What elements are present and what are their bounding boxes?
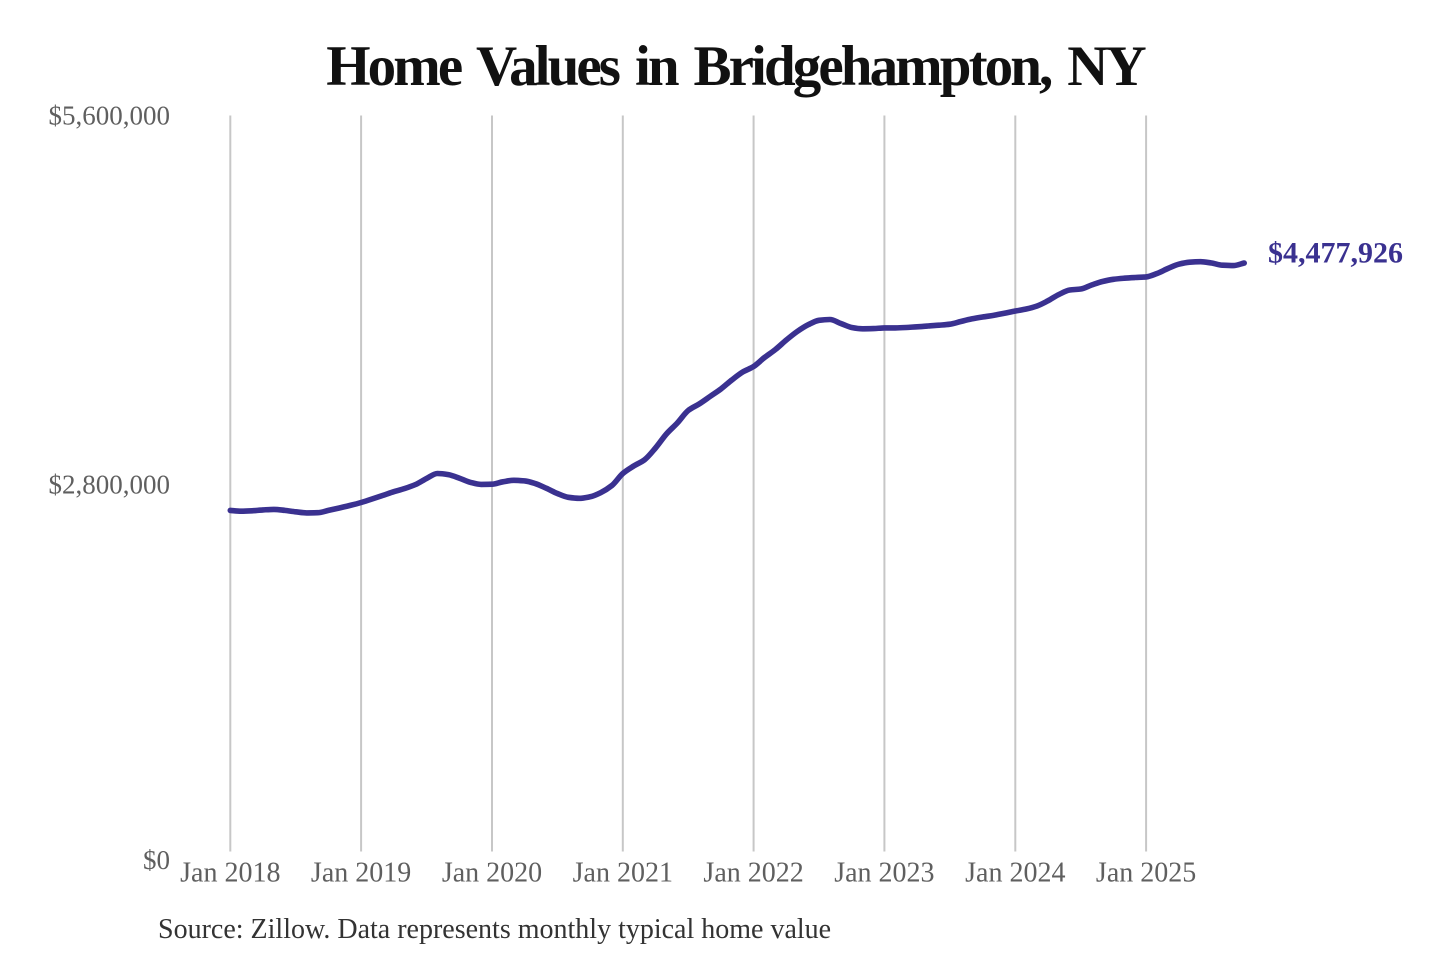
svg-text:$2,800,000: $2,800,000 [49,469,171,499]
svg-text:Jan 2018: Jan 2018 [180,858,280,889]
svg-text:Jan 2024: Jan 2024 [965,858,1065,889]
svg-text:Jan 2019: Jan 2019 [311,858,411,889]
svg-text:Source: Zillow. Data represent: Source: Zillow. Data represents monthly … [158,914,831,945]
svg-text:Jan 2020: Jan 2020 [442,858,542,889]
svg-text:Jan 2025: Jan 2025 [1096,858,1196,889]
svg-text:Home Values in Bridgehampton,: Home Values in Bridgehampton, NY [326,35,1146,98]
svg-text:$0: $0 [143,845,170,875]
svg-text:Jan 2021: Jan 2021 [573,858,673,889]
svg-text:$5,600,000: $5,600,000 [49,100,171,130]
svg-text:Jan 2022: Jan 2022 [703,858,803,889]
svg-text:$4,477,926: $4,477,926 [1268,237,1403,270]
svg-text:Jan 2023: Jan 2023 [834,858,934,889]
